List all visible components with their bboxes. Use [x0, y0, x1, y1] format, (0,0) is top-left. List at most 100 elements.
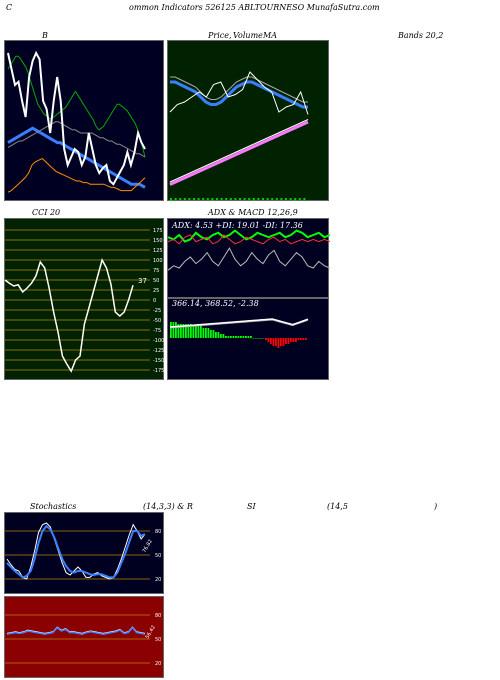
- macd-histogram-bar: [217, 332, 220, 338]
- macd-histogram-bar: [275, 338, 277, 346]
- macd-panel: 366.14, 368.52, -2.38: [167, 298, 329, 380]
- macd-histogram-bar: [222, 334, 225, 338]
- volume-bar: [216, 198, 218, 200]
- plus-di-line: [167, 229, 331, 243]
- stoch-value-label: 76.82: [142, 539, 154, 554]
- macd-histogram-bar: [225, 336, 227, 338]
- volume-bar: [289, 198, 292, 200]
- volume-bar: [206, 198, 209, 200]
- cci-tick-label: 75: [153, 268, 159, 274]
- stoch-tick-label: 50: [155, 553, 161, 559]
- rsi-tick-label: 20: [155, 661, 161, 667]
- macd-histogram-bar: [300, 338, 302, 340]
- volume-bar: [174, 198, 177, 200]
- rsi-si-label: SI: [247, 502, 256, 511]
- macd-histogram-bar: [170, 322, 172, 338]
- cci-tick-label: 150: [153, 238, 163, 244]
- price-chart: [169, 71, 309, 201]
- macd-histogram-bar: [175, 322, 177, 338]
- macd-histogram-bar: [285, 338, 287, 344]
- page-title: ommon Indicators 526125 ABLTOURNESO Muna…: [129, 3, 380, 12]
- rsi-line: [6, 626, 146, 635]
- macd-histogram-bar: [207, 328, 210, 338]
- cci-tick-label: 175: [153, 228, 163, 234]
- watermark: MunafaSutra.com: [172, 568, 367, 593]
- rsi-panel: 80 50 20 56.42: [4, 596, 164, 678]
- sma-line: [7, 121, 146, 158]
- ma-line: [170, 80, 308, 109]
- bb-chart: [7, 50, 146, 193]
- volume-bar: [170, 198, 172, 201]
- volume-bar: [275, 198, 278, 200]
- rsi-tick-label: 80: [155, 613, 161, 619]
- macd-histogram-bar: [232, 336, 235, 338]
- macd-histogram-bar: [177, 324, 180, 338]
- macd-histogram-bar: [287, 338, 290, 344]
- cci-tick-label: -100: [153, 338, 164, 344]
- macd-histogram-bar: [240, 336, 242, 338]
- macd-histogram-bar: [297, 338, 300, 340]
- volume-bar: [179, 198, 182, 200]
- volume-bar: [220, 198, 223, 200]
- stoch-tick-label: 20: [155, 577, 161, 583]
- cci-tick-label: -175: [153, 368, 164, 374]
- macd-histogram-bar: [192, 326, 195, 338]
- cci-tick-label: -75: [153, 328, 161, 334]
- macd-histogram-bar: [295, 338, 297, 342]
- macd-histogram-bar: [270, 338, 272, 344]
- ma-gray-line: [170, 76, 308, 103]
- volume-bar: [197, 198, 200, 200]
- macd-histogram-bar: [252, 338, 255, 339]
- adx-line: [167, 247, 331, 271]
- macd-histogram-bar: [277, 338, 280, 348]
- macd-histogram-bar: [215, 332, 217, 338]
- cci-label: CCI 20: [32, 208, 61, 217]
- volume-bar: [298, 198, 301, 200]
- volume-bar: [285, 198, 287, 200]
- macd-histogram-bar: [255, 338, 257, 339]
- macd-histogram-bar: [280, 338, 282, 346]
- volume-bar: [271, 198, 274, 200]
- volume-bar: [266, 198, 269, 200]
- cci-tick-label: 100: [153, 258, 163, 264]
- macd-histogram-bar: [205, 328, 207, 338]
- cci-tick-label: -150: [153, 358, 164, 364]
- cci-tick-label: -125: [153, 348, 164, 354]
- price-line: [169, 71, 309, 115]
- stoch-d-line: [6, 524, 146, 579]
- volume-bar: [202, 198, 205, 200]
- bb-panel: [4, 40, 164, 201]
- macd-histogram-bar: [220, 334, 222, 338]
- price-line: [7, 50, 146, 186]
- cci-tick-label: 25: [153, 288, 159, 294]
- cci-panel: 175 150 125 100 75 50 25 0 -25 -50 -75 -100 -125 -150…: [4, 218, 164, 380]
- cci-tick-label: -50: [153, 318, 161, 324]
- macd-histogram-bar: [245, 336, 247, 338]
- adx-values: ADX: 4.53 +DI: 19.01 -DI: 17.36: [172, 221, 303, 230]
- cci-value-label: 37: [138, 277, 147, 285]
- macd-histogram-bar: [202, 328, 205, 338]
- macd-line: [169, 318, 309, 328]
- rsi-params: (14,5: [327, 502, 348, 511]
- macd-histogram-bar: [182, 324, 185, 338]
- adx-panel: ADX: 4.53 +DI: 19.01 -DI: 17.36: [167, 218, 331, 298]
- volume-bar: [183, 198, 186, 200]
- stoch-tick-label: 80: [155, 529, 161, 535]
- stoch-chart: 80 50 20 76.82: [5, 522, 161, 583]
- macd-histogram-bar: [267, 338, 270, 342]
- macd-signal-line: [169, 319, 309, 329]
- macd-histogram-bar: [227, 336, 230, 338]
- macd-histogram-bar: [237, 336, 240, 338]
- macd-chart: [169, 318, 309, 348]
- macd-histogram-bar: [257, 338, 260, 339]
- macd-histogram-bar: [262, 338, 265, 339]
- price-panel: [167, 40, 329, 201]
- macd-histogram-bar: [172, 322, 175, 338]
- macd-histogram-bar: [305, 338, 307, 340]
- volume-bar: [262, 198, 264, 200]
- macd-histogram-bar: [185, 324, 187, 338]
- volume-bar: [234, 198, 237, 200]
- long-ma-line: [169, 120, 309, 186]
- header-c: C: [6, 3, 13, 12]
- cci-tick-label: 125: [153, 248, 163, 254]
